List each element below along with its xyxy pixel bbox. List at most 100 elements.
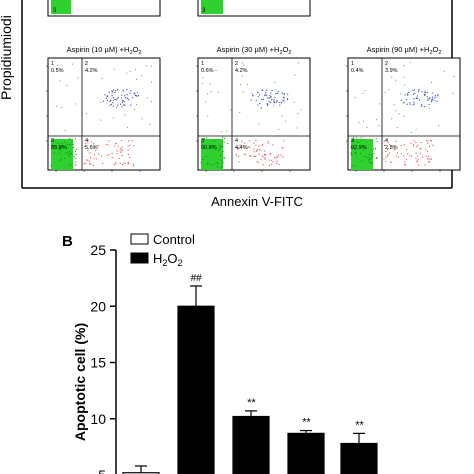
flow-plot-late-dot (123, 104, 125, 106)
flow-plot-late-dot (269, 94, 271, 96)
flow-plot-live-dot (368, 159, 370, 161)
flow-plot-live-dot (54, 145, 56, 147)
flow-plot-live-dot (221, 162, 224, 164)
flow-plot-scatter-dot (205, 101, 207, 103)
flow-plot-live-dot (64, 157, 66, 159)
flow-plot-early-dot (397, 156, 400, 158)
flow-plot-quadrant-label: 4.2% (85, 68, 98, 74)
flow-plot-early-dot (282, 147, 284, 149)
flow-plot-late-dot (110, 100, 112, 102)
y-tick-label: 25 (90, 242, 106, 258)
panel-a: Propidiumiodi Annexin V-FITC 3 3 Aspirin… (0, 0, 461, 209)
flow-plot-early-dot (255, 139, 257, 142)
top-row-partial: 3 3 (47, 0, 311, 17)
flow-plot-live-dot (219, 146, 221, 148)
bar-5 (340, 442, 378, 474)
flow-plot-live-dot (353, 137, 355, 139)
flow-plot-scatter-dot (220, 131, 222, 133)
flow-plot-early-dot (405, 148, 408, 151)
flow-plot-early-dot (114, 145, 116, 147)
flow-plot-late-dot (126, 89, 128, 91)
flow-plot-early-dot (236, 146, 238, 149)
flow-plot-late-dot (123, 101, 125, 103)
flow-plot-late-dot (261, 99, 263, 101)
flow-plot-late-dot (266, 103, 268, 105)
flow-plot-scatter-dot (215, 69, 217, 71)
flow-plot-late-dot (426, 96, 428, 98)
flow-plot-late-dot (250, 99, 252, 101)
flow-plot-early-dot (264, 154, 267, 156)
bars: ## ** ** ** (122, 273, 378, 474)
flow-plot-late-dot (117, 98, 119, 100)
flow-plot-scatter-dot (135, 104, 137, 106)
flow-plot-late-dot (273, 101, 275, 103)
flow-plot-early-dot (131, 140, 133, 142)
flow-plot-live-dot (68, 165, 70, 167)
flow-plot-scatter-dot (123, 90, 125, 92)
flow-plot-early-dot (415, 152, 417, 154)
flow-plot-live-dot (73, 146, 75, 148)
flow-plot-live-dot (355, 137, 358, 139)
flow-plot-late-dot (403, 102, 405, 104)
flow-plot-late-dot (278, 101, 280, 104)
flow-plot-late-dot (400, 99, 402, 101)
flow-plot-early-dot (261, 145, 263, 147)
flow-plot-late-dot (413, 103, 415, 105)
flow-plot-quadrant-label: 4 (85, 138, 88, 144)
flow-plot-live-dot (220, 166, 223, 168)
flow-plot-late-dot (427, 99, 429, 102)
flow-plot-live-dot (67, 154, 69, 156)
flow-plot-late-dot (430, 99, 433, 101)
flow-plot-early-dot (86, 159, 88, 161)
bar-4 (287, 432, 325, 474)
flow-plot-early-dot (396, 152, 399, 154)
flow-plot-early-dot (243, 145, 245, 147)
flow-plot-late-dot (137, 95, 140, 97)
flow-plot-early-dot (255, 144, 257, 146)
flow-plot-early-dot (280, 154, 282, 156)
flow-plot-scatter-dot (428, 107, 430, 109)
flow-plot-title-part: O (433, 45, 439, 54)
flow-plot-early-dot (412, 144, 415, 146)
flow-plot-live-dot (371, 156, 373, 158)
flow-plot-late-dot (415, 97, 417, 99)
flow-plot-scatter-dot (404, 84, 406, 86)
flow-plot-late-dot (109, 104, 111, 106)
flow-plot-late-dot (266, 104, 269, 106)
flow-plot-late-dot (283, 93, 285, 95)
flow-plot-late-dot (406, 103, 408, 105)
flow-plot-early-dot (417, 155, 419, 157)
flow-plot-scatter-dot (141, 118, 143, 120)
flow-plot-early-dot (417, 144, 419, 146)
flow-plot-quadrant-label: 4 (385, 138, 388, 144)
flow-plot-late-dot (413, 89, 416, 91)
flow-plot-live-dot (59, 152, 61, 155)
flow-plot-early-dot (426, 139, 428, 141)
flow-plot-late-dot (134, 94, 137, 97)
flow-plot-title-part: O (133, 45, 139, 54)
flow-plot-scatter-dot (140, 75, 142, 77)
flow-plot-title-part: Aspirin (10 µM) +H (67, 45, 130, 54)
flow-plot-scatter-dot (258, 123, 260, 125)
flow-plot-late-dot (257, 104, 259, 106)
flow-plot-live-dot (373, 153, 375, 155)
flow-plot-early-dot (237, 147, 239, 149)
flow-plot-frame (47, 57, 161, 171)
flow-plot-late-dot (258, 94, 261, 96)
legend-h2o2-swatch (130, 252, 149, 264)
flow-plot-early-dot (427, 160, 429, 162)
flow-plot-quadrant-label: 0.6% (201, 68, 214, 74)
flow-plot-late-dot (427, 98, 429, 100)
flow-plot-late-dot (434, 94, 436, 96)
flow-plot-title-part: 2 (429, 50, 432, 56)
flow-plot-early-dot (432, 144, 434, 146)
flow-plot-live-dot (219, 155, 221, 157)
flow-plot-early-dot (396, 155, 398, 157)
flow-plot-live-dot (213, 140, 215, 142)
flow-plot-late-dot (276, 92, 279, 94)
flow-plot-early-dot (264, 158, 266, 160)
flow-plot-live-dot (215, 161, 218, 163)
y-ticks: 25 20 15 10 5 (90, 242, 116, 474)
flow-plot-early-dot (426, 150, 429, 153)
y-axis-label: Apoptotic cell (%) (72, 323, 88, 441)
